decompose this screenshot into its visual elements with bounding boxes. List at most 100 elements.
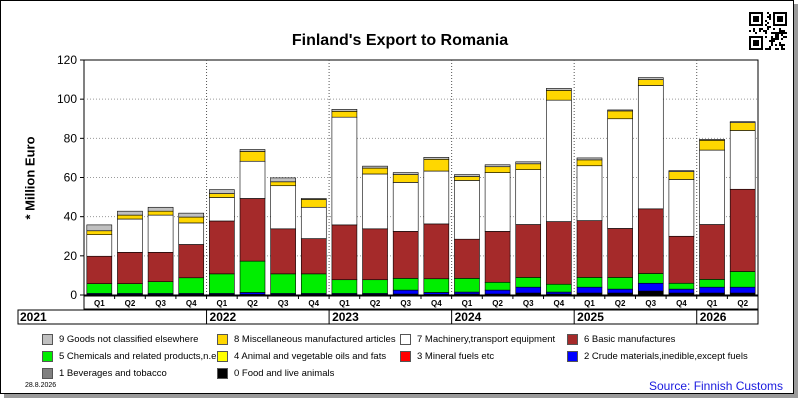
y-tick-label: 120 xyxy=(57,53,77,67)
qr-module xyxy=(785,20,787,22)
bar-segment xyxy=(546,90,572,101)
legend-swatch xyxy=(42,334,53,345)
x-tick-label: Q1 xyxy=(339,299,350,308)
qr-module xyxy=(779,12,781,14)
qr-module xyxy=(753,20,755,22)
qr-module xyxy=(779,24,781,26)
bar-segment xyxy=(484,166,511,173)
bar-segment xyxy=(484,289,511,295)
source-link[interactable]: Source: Finnish Customs xyxy=(649,379,784,393)
bar-segment xyxy=(178,222,205,245)
bar-segment xyxy=(637,77,664,80)
bar-segment xyxy=(331,116,358,226)
bar-segment xyxy=(117,252,143,284)
qr-module xyxy=(765,24,767,26)
qr-module xyxy=(759,30,761,32)
qr-module xyxy=(753,24,755,26)
qr-module xyxy=(767,48,769,50)
qr-module xyxy=(751,36,753,38)
qr-module xyxy=(749,46,751,48)
bar-segment xyxy=(209,193,235,198)
bar-segment xyxy=(209,220,235,275)
legend-item: 7 Machinery,transport equipment xyxy=(400,334,555,345)
qr-module xyxy=(781,38,783,40)
qr-module xyxy=(757,16,759,18)
year-strip xyxy=(17,309,759,325)
qr-module xyxy=(769,14,771,16)
qr-module xyxy=(785,14,787,16)
bar-segment xyxy=(637,290,664,296)
bar-segment xyxy=(270,177,296,183)
qr-module xyxy=(753,48,755,50)
bar-segment xyxy=(454,180,480,240)
qr-module xyxy=(777,18,779,20)
bar-segment xyxy=(637,79,664,86)
bar-segment xyxy=(300,273,327,294)
bar-segment xyxy=(209,189,235,194)
qr-module xyxy=(769,46,771,48)
bar-segment xyxy=(86,234,113,257)
legend-item: 2 Crude materials,inedible,except fuels xyxy=(567,351,748,362)
qr-module xyxy=(759,24,761,26)
year-label: 2023 xyxy=(332,310,359,324)
bar-segment xyxy=(270,185,296,230)
qr-module xyxy=(761,14,763,16)
qr-module xyxy=(785,22,787,24)
qr-module xyxy=(751,48,753,50)
bar-segment xyxy=(699,224,725,280)
qr-module xyxy=(781,32,783,34)
bar-segment xyxy=(484,172,511,232)
bar-segment xyxy=(484,231,511,283)
x-tick-label: Q3 xyxy=(400,299,411,308)
year-label: 2024 xyxy=(455,310,482,324)
qr-module xyxy=(779,28,781,30)
qr-module xyxy=(781,16,783,18)
qr-module xyxy=(753,42,755,44)
x-tick-label: Q4 xyxy=(554,299,565,308)
bar-segment xyxy=(607,109,633,112)
qr-module xyxy=(767,26,769,28)
legend-label: 6 Basic manufactures xyxy=(584,334,676,345)
qr-module xyxy=(755,36,757,38)
bar-segment xyxy=(147,214,174,253)
qr-module xyxy=(761,44,763,46)
bar-segment xyxy=(300,206,327,239)
qr-module xyxy=(755,24,757,26)
bar-segment xyxy=(546,283,572,293)
qr-module xyxy=(753,18,755,20)
y-tick-label: 0 xyxy=(70,288,77,302)
bar-segment xyxy=(423,278,450,293)
qr-module xyxy=(757,12,759,14)
qr-module xyxy=(749,36,751,38)
qr-module xyxy=(755,12,757,14)
legend-item: 5 Chemicals and related products,n.e.s. xyxy=(42,351,226,362)
bar-segment xyxy=(86,255,113,284)
qr-module xyxy=(765,20,767,22)
legend-label: 3 Mineral fuels etc xyxy=(417,351,495,362)
bar-segment xyxy=(729,130,756,190)
qr-module xyxy=(783,32,785,34)
qr-module xyxy=(749,44,751,46)
qr-module xyxy=(761,46,763,48)
legend-item: 3 Mineral fuels etc xyxy=(400,351,494,362)
qr-module xyxy=(767,22,769,24)
bar-segment xyxy=(209,273,235,294)
qr-module xyxy=(785,18,787,20)
bar-segment xyxy=(270,273,296,294)
qr-module xyxy=(775,48,777,50)
qr-module xyxy=(777,20,779,22)
bar-segment xyxy=(239,260,266,293)
bar-segment xyxy=(546,221,572,285)
x-tick-label: Q2 xyxy=(615,299,626,308)
qr-module xyxy=(759,36,761,38)
qr-module xyxy=(759,48,761,50)
bar-segment xyxy=(239,149,266,152)
qr-module xyxy=(773,12,775,14)
bar-segment xyxy=(515,161,542,165)
qr-module xyxy=(749,14,751,16)
bar-segment xyxy=(300,238,327,275)
bar-segment xyxy=(484,281,511,291)
bar-segment xyxy=(607,288,633,294)
bar-segment xyxy=(546,99,572,222)
qr-module xyxy=(769,40,771,42)
